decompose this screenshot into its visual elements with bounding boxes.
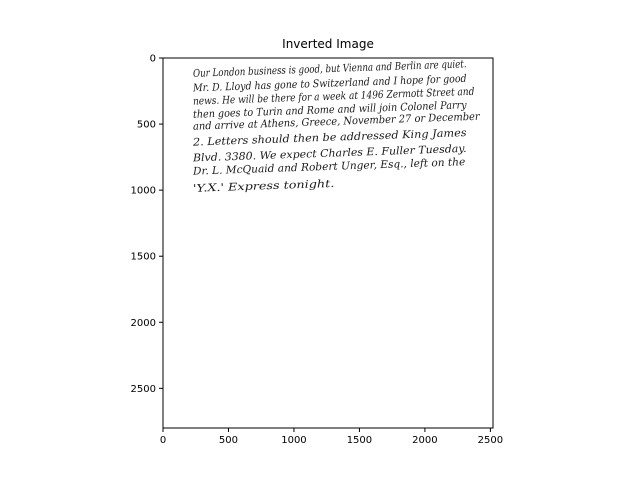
- x-tick-label: 500: [219, 435, 238, 446]
- chart-title: Inverted Image: [282, 37, 374, 51]
- y-tick-label: 2000: [131, 318, 156, 329]
- axes-frame: [162, 57, 494, 429]
- handwritten-line: 'Y.X.' Express tonight.: [193, 178, 335, 195]
- image-area: Our London business is good, but Vienna …: [192, 58, 481, 195]
- x-axis: 0 500 1000 1500 2000 2500: [160, 428, 503, 446]
- y-axis: 0 500 1000 1500 2000 2500: [131, 54, 163, 395]
- y-tick-label: 1000: [131, 186, 156, 197]
- x-tick-label: 0: [160, 435, 166, 446]
- x-tick-label: 2000: [412, 435, 437, 446]
- x-tick-label: 2500: [478, 435, 503, 446]
- x-tick-label: 1500: [347, 435, 372, 446]
- y-tick-label: 0: [150, 54, 156, 65]
- x-tick-label: 1000: [281, 435, 306, 446]
- y-tick-label: 1500: [131, 252, 156, 263]
- y-tick-label: 2500: [131, 384, 156, 395]
- y-tick-label: 500: [137, 120, 156, 131]
